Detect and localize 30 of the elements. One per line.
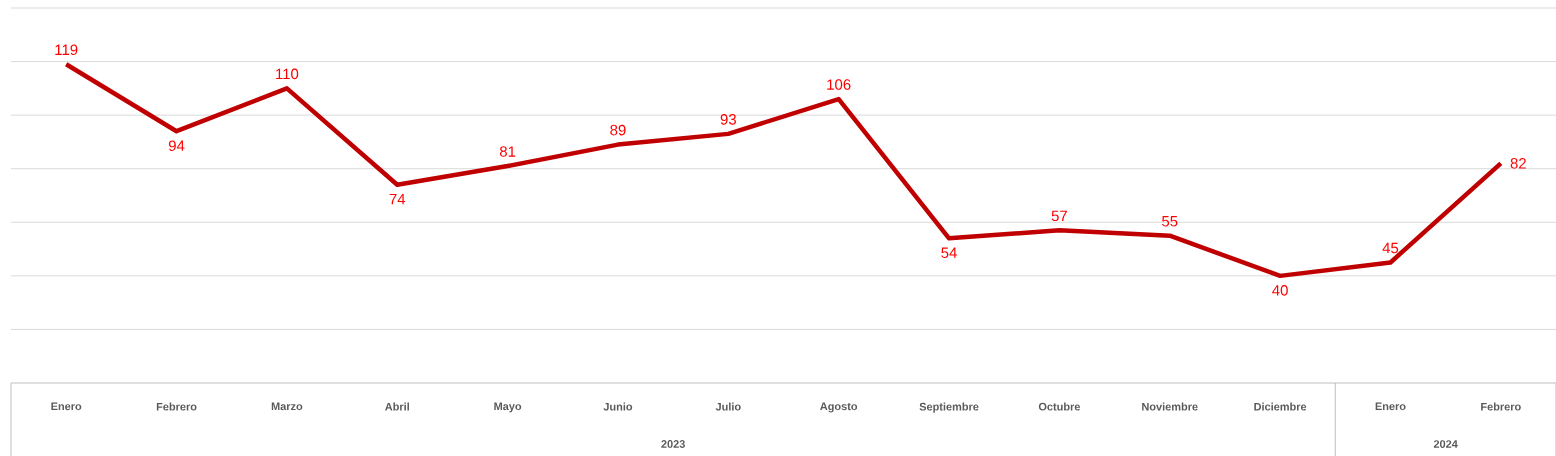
x-tick-label: Noviembre	[1142, 402, 1198, 411]
x-tick-label: Septiembre	[919, 402, 979, 413]
x-tick-label: Enero	[1375, 402, 1406, 411]
data-label: 57	[1051, 210, 1067, 222]
data-label: 93	[720, 114, 736, 125]
data-label: 110	[276, 68, 299, 80]
x-tick-label: Agosto	[820, 402, 858, 413]
data-label: 94	[168, 140, 185, 151]
data-label: 55	[1162, 216, 1178, 227]
data-label: 119	[55, 44, 78, 56]
data-label: 54	[941, 247, 957, 258]
x-tick-label: Abril	[385, 402, 409, 411]
data-label: 82	[1510, 158, 1526, 169]
x-tick-label: Marzo	[271, 402, 303, 411]
text: 2024	[1433, 440, 1458, 448]
x-tick-label: Diciembre	[1254, 402, 1307, 411]
x-tick-label: Mayo	[494, 402, 522, 413]
x-tick-label: Junio	[603, 402, 633, 411]
data-label: 81	[499, 146, 516, 157]
text: 2023	[661, 440, 685, 448]
x-tick-label: Octubre	[1038, 402, 1081, 411]
data-label: 74	[389, 193, 406, 205]
x-tick-label: Febrero	[1481, 402, 1521, 411]
x-tick-label: Enero	[51, 402, 82, 411]
x-tick-label: Febrero	[156, 402, 197, 411]
data-label: 89	[610, 124, 626, 136]
data-label: 106	[827, 79, 851, 90]
data-label: 45	[1382, 242, 1399, 254]
data-label: 40	[1272, 285, 1288, 296]
x-tick-label: Julio	[715, 402, 741, 411]
